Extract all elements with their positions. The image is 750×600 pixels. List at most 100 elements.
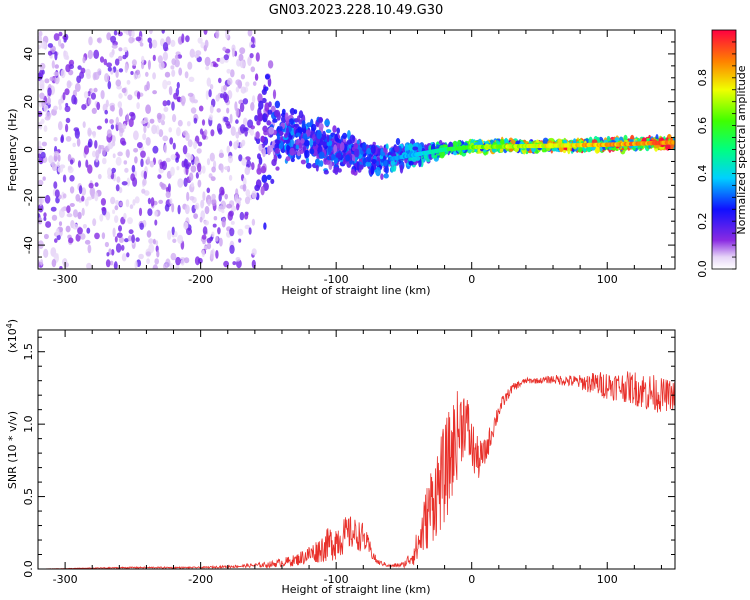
spectral-cell — [412, 146, 419, 151]
spectral-cell — [111, 44, 118, 49]
spectral-cell — [54, 51, 58, 61]
spectral-cell — [237, 228, 244, 236]
spectral-cell — [323, 169, 329, 175]
spectral-cell — [404, 146, 410, 151]
spectral-cell — [146, 230, 152, 238]
spectral-cell — [266, 174, 272, 180]
spectral-cell — [335, 157, 339, 163]
spectral-cell — [75, 233, 81, 242]
spectral-cell — [206, 77, 211, 87]
spectral-cell — [223, 84, 228, 91]
spectral-cell — [174, 231, 178, 238]
spectral-cell — [189, 196, 195, 201]
spectral-cell — [324, 119, 330, 127]
spectral-cell — [195, 50, 202, 56]
spectral-cell — [167, 183, 171, 193]
spectral-cell — [128, 30, 133, 37]
spectral-cell — [206, 237, 212, 244]
spectral-cell — [149, 160, 155, 168]
spectral-cell — [250, 162, 255, 171]
spectral-cell — [114, 215, 119, 224]
spectral-cell — [66, 80, 72, 89]
spectral-cell — [43, 104, 49, 113]
spectral-cell — [212, 223, 217, 228]
spectral-cell — [332, 125, 337, 133]
spectral-cell — [83, 145, 90, 155]
spectral-cell — [65, 225, 71, 233]
spectral-cell — [213, 216, 218, 221]
spectral-cell — [284, 112, 289, 121]
spectral-cell — [171, 101, 175, 111]
spectral-cell — [65, 102, 69, 108]
spectral-cell — [262, 113, 268, 123]
spectral-cell — [138, 207, 143, 217]
spectral-cell — [121, 87, 127, 94]
spectral-cell — [146, 258, 151, 265]
spectral-cell — [170, 65, 175, 70]
bottom-y-scale-label: (x104) — [5, 319, 19, 353]
spectral-cell — [316, 130, 322, 140]
spectral-cell — [228, 174, 233, 181]
spectral-cell — [227, 155, 233, 164]
spectral-cell — [178, 67, 183, 76]
spectral-cell — [194, 204, 198, 210]
top-x-axis: -300 -200 -100 0 100 — [37, 30, 662, 286]
spectral-cell — [88, 182, 94, 189]
spectral-cell — [99, 56, 105, 63]
spectral-cell — [336, 137, 340, 143]
spectral-cell — [247, 56, 252, 67]
spectral-cell — [231, 47, 235, 58]
spectral-cell — [171, 203, 175, 213]
spectral-cell — [370, 165, 375, 175]
spectral-cell — [254, 184, 261, 192]
spectral-cell — [258, 100, 264, 110]
spectral-cell — [43, 212, 47, 218]
spectral-cell — [86, 227, 91, 234]
spectral-cell — [131, 30, 135, 38]
spectral-cell — [39, 259, 44, 266]
spectral-cell — [53, 181, 58, 189]
spectral-cell — [152, 72, 157, 80]
spectral-cell — [38, 179, 44, 186]
spectral-cell — [211, 231, 215, 238]
spectral-cell — [362, 142, 367, 151]
spectral-cell — [326, 134, 330, 143]
spectral-cell — [87, 141, 92, 148]
spectral-cell — [51, 214, 58, 221]
top-y-axis-label: Frequency (Hz) — [6, 109, 19, 192]
y-tick-label: 1.5 — [22, 343, 35, 361]
spectral-cell — [101, 207, 106, 212]
spectral-cell — [231, 205, 237, 212]
spectral-cell — [149, 118, 155, 124]
spectral-cell — [128, 36, 135, 44]
spectral-cell — [58, 121, 63, 131]
spectral-cell — [221, 217, 226, 228]
spectral-cell — [124, 63, 128, 73]
spectral-cell — [107, 167, 112, 177]
spectral-cell — [150, 197, 155, 207]
spectral-cell — [116, 176, 121, 183]
spectral-cell — [177, 234, 184, 244]
spectral-cell — [145, 71, 149, 77]
spectral-cell — [53, 33, 60, 41]
spectral-cell — [358, 164, 364, 170]
spectral-cell — [175, 157, 180, 163]
spectral-cell — [101, 232, 106, 240]
spectral-cell — [106, 32, 112, 41]
spectral-cell — [186, 227, 192, 236]
spectral-cell — [177, 119, 183, 127]
spectral-cell — [339, 142, 345, 151]
spectral-cell — [251, 218, 256, 226]
spectral-cell — [44, 116, 51, 121]
spectral-cell — [187, 61, 193, 70]
spectral-cell — [43, 233, 49, 240]
spectral-cell — [311, 123, 317, 132]
spectral-cell — [286, 144, 290, 152]
spectral-cell — [63, 262, 69, 268]
spectral-cell — [92, 130, 97, 138]
spectral-cell — [242, 177, 247, 186]
spectral-cell — [269, 144, 274, 153]
spectral-cell — [135, 69, 141, 76]
spectral-cell — [38, 44, 41, 50]
spectral-cell — [318, 123, 324, 130]
